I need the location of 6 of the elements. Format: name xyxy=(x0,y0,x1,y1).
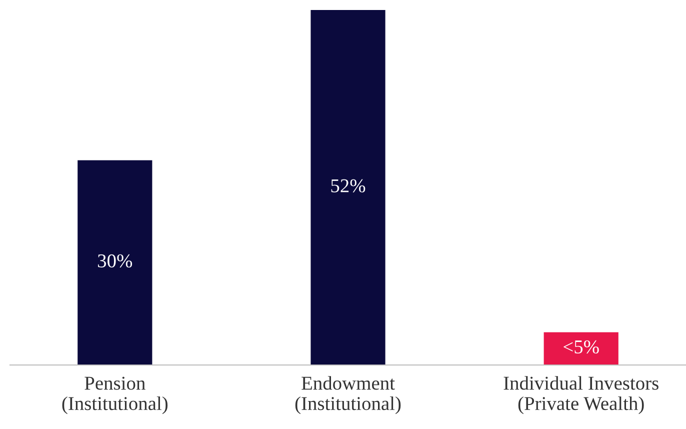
data-label: 52% xyxy=(331,179,366,192)
x-tick-label: Individual Investors (Private Wealth) xyxy=(504,376,658,414)
x-tick-label: Pension (Institutional) xyxy=(62,376,168,414)
x-tick-label: Endowment (Institutional) xyxy=(295,376,401,414)
data-label: <5% xyxy=(564,340,599,354)
data-label: 30% xyxy=(98,254,132,268)
